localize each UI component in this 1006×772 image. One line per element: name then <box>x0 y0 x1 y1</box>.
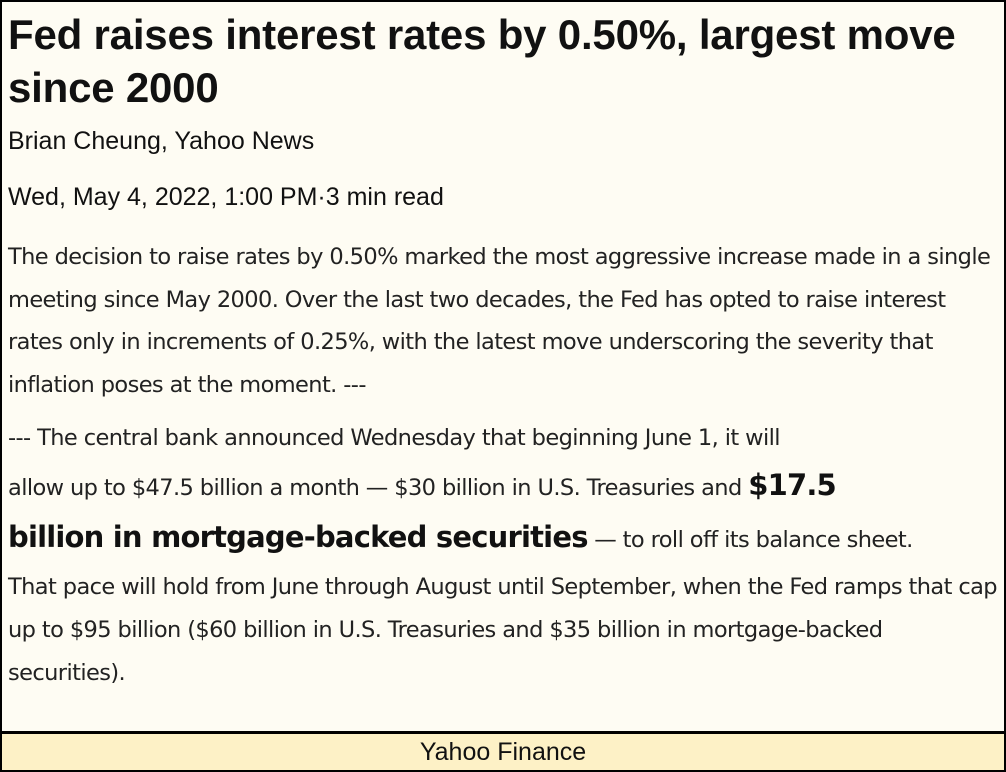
paragraph-2-line-1: --- The central bank announced Wednesday… <box>8 425 781 451</box>
article-paragraph-1: The decision to raise rates by 0.50% mar… <box>8 244 991 398</box>
source-footer: Yahoo Finance <box>2 731 1004 770</box>
emphasis-mortgage-securities: billion in mortgage-backed securities <box>8 520 588 554</box>
article-dateline: Wed, May 4, 2022, 1:00 PM·3 min read <box>8 183 444 211</box>
paragraph-2-line-3: billion in mortgage-backed securities — … <box>8 512 1000 566</box>
article-paragraph-2: --- The central bank announced Wednesday… <box>8 416 1000 695</box>
paragraph-2-text-after-emphasis: — to roll off its balance sheet. <box>587 527 913 553</box>
article-byline: Brian Cheung, Yahoo News <box>8 127 315 155</box>
article-headline: Fed raises interest rates by 0.50%, larg… <box>8 11 956 111</box>
paragraph-2-text-before-emphasis: allow up to $47.5 billion a month — $30 … <box>8 475 749 501</box>
paragraph-2-remainder: That pace will hold from June through Au… <box>8 574 998 686</box>
emphasis-amount: $17.5 <box>748 468 837 502</box>
paragraph-2-line-2: allow up to $47.5 billion a month — $30 … <box>8 461 1000 512</box>
article-content: Fed raises interest rates by 0.50%, larg… <box>8 8 1000 695</box>
